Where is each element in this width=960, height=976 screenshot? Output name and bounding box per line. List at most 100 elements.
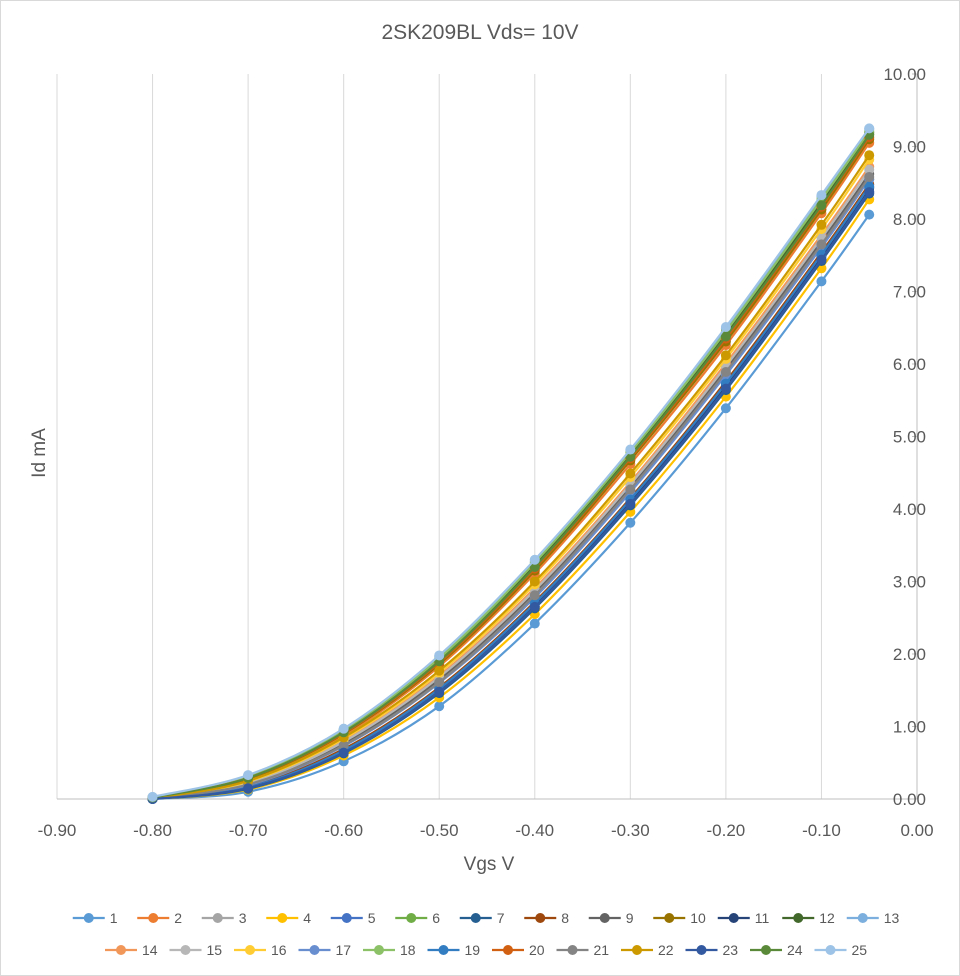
- series-17: [147, 174, 875, 804]
- data-point-25: [243, 770, 254, 781]
- series-layer: [147, 123, 875, 804]
- legend-item-25: 25: [814, 942, 868, 958]
- legend-item-23: 23: [685, 942, 738, 958]
- legend-marker: [632, 945, 642, 955]
- y-tick-label: 4.00: [893, 500, 926, 519]
- data-point-21: [864, 171, 875, 182]
- y-tick-label: 8.00: [893, 210, 926, 229]
- legend-item-20: 20: [492, 942, 545, 958]
- series-10: [147, 134, 875, 803]
- legend-marker: [116, 945, 126, 955]
- data-point-23: [243, 783, 254, 794]
- chart-title: 2SK209BL Vds= 10V: [381, 21, 578, 44]
- tick-labels: -0.90 -0.80 -0.70 -0.60 -0.50 -0.40 -0.30 -0.20…: [38, 65, 934, 840]
- legend-marker: [567, 945, 578, 955]
- series-line-9: [152, 173, 871, 800]
- legend-marker: [761, 945, 771, 955]
- data-point-24: [529, 562, 540, 572]
- legend-item-24: 24: [750, 942, 803, 958]
- legend-item-22: 22: [621, 942, 674, 958]
- series-line-10: [152, 138, 871, 799]
- legend-marker: [438, 945, 449, 955]
- legend-label-3: 3: [239, 910, 247, 926]
- legend-item-13: 13: [846, 910, 900, 926]
- series-line-1: [152, 214, 871, 801]
- legend-label-25: 25: [852, 942, 868, 958]
- legend-item-1: 1: [72, 910, 118, 926]
- data-point-23: [529, 601, 540, 612]
- data-point-25: [625, 444, 636, 455]
- legend-label-8: 8: [561, 910, 569, 926]
- data-point-21: [720, 366, 731, 377]
- legend-marker: [406, 913, 417, 923]
- series-14: [147, 161, 875, 804]
- legend-item-10: 10: [653, 910, 706, 926]
- data-point-22: [529, 576, 540, 587]
- legend-item-19: 19: [427, 942, 480, 958]
- y-tick-label: 9.00: [893, 138, 926, 157]
- legend-label-2: 2: [174, 910, 182, 926]
- series-line-22: [152, 154, 871, 800]
- series-line-2: [152, 142, 871, 800]
- data-point-22: [720, 350, 731, 361]
- legend-label-10: 10: [690, 910, 706, 926]
- legend-marker: [857, 913, 868, 923]
- data-point-25: [434, 650, 445, 661]
- legend-marker: [696, 945, 707, 955]
- y-axis-title: Id mA: [29, 428, 50, 478]
- x-axis-title: Vgs V: [464, 854, 515, 875]
- series-line-6: [152, 133, 871, 799]
- legend-marker: [728, 913, 739, 923]
- y-tick-label: 3.00: [893, 573, 926, 592]
- data-point-1: [864, 209, 875, 220]
- data-point-25: [816, 190, 827, 201]
- series-1: [147, 209, 875, 804]
- data-point-21: [816, 239, 827, 250]
- series-16: [147, 154, 875, 804]
- data-point-21: [529, 590, 540, 601]
- series-line-3: [152, 178, 871, 800]
- y-tick-label: 7.00: [893, 283, 926, 302]
- series-line-15: [152, 169, 871, 800]
- legend-label-24: 24: [787, 942, 803, 958]
- x-tick-label: -0.10: [802, 821, 841, 840]
- x-tick-label: -0.40: [515, 821, 554, 840]
- legend-label-16: 16: [271, 942, 287, 958]
- legend-label-7: 7: [497, 910, 505, 926]
- series-21: [147, 171, 875, 804]
- y-tick-label: 5.00: [893, 428, 926, 447]
- gridlines: [56, 74, 918, 799]
- series-line-12: [152, 132, 871, 799]
- data-point-25: [147, 791, 158, 802]
- legend-item-15: 15: [169, 942, 222, 958]
- series-6: [147, 129, 875, 803]
- series-line-21: [152, 176, 871, 800]
- y-tick-label: 0.00: [893, 790, 926, 809]
- data-point-23: [338, 747, 349, 758]
- x-tick-label: -0.70: [229, 821, 268, 840]
- legend-item-4: 4: [266, 910, 311, 926]
- series-line-4: [152, 198, 871, 801]
- series-15: [147, 164, 875, 804]
- data-point-25: [720, 322, 731, 333]
- series-line-14: [152, 166, 871, 800]
- legend-marker: [341, 913, 352, 923]
- data-point-1: [625, 517, 636, 528]
- data-point-15: [864, 164, 875, 175]
- series-18: [147, 126, 875, 803]
- y-tick-label: 10.00: [883, 65, 926, 84]
- legend-marker: [309, 945, 320, 955]
- series-3: [147, 174, 875, 804]
- legend-item-7: 7: [459, 910, 505, 926]
- x-tick-label: 0.00: [900, 821, 933, 840]
- legend-item-3: 3: [201, 910, 247, 926]
- data-point-22: [864, 150, 875, 161]
- legend-marker: [180, 945, 191, 955]
- data-point-22: [625, 468, 636, 479]
- data-point-23: [864, 187, 875, 198]
- series-13: [147, 124, 875, 803]
- legend-label-22: 22: [658, 942, 674, 958]
- legend-item-2: 2: [137, 910, 182, 926]
